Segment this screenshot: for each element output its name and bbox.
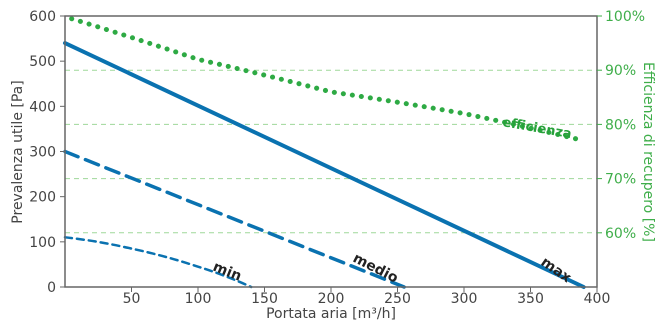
ticks: 50 100 150 200 250 300 350 400 0 100 200 300 400 500 6… bbox=[29, 9, 645, 307]
y2-axis-title: Efficienza di recupero [%] bbox=[640, 62, 656, 242]
y2-tick-label: 90% bbox=[605, 63, 636, 79]
series-efficienza bbox=[69, 16, 587, 144]
y-tick-label: 400 bbox=[29, 99, 56, 115]
y-tick-label: 0 bbox=[47, 280, 56, 296]
series-min bbox=[63, 236, 253, 289]
y-tick-label: 500 bbox=[29, 54, 56, 70]
x-tick-label: 100 bbox=[185, 291, 212, 307]
x-tick-label: 250 bbox=[384, 291, 411, 307]
y-tick-label: 300 bbox=[29, 145, 56, 161]
x-axis-title: Portata aria [m³/h] bbox=[266, 306, 396, 322]
series-medio bbox=[63, 149, 406, 289]
y2-tick-label: 60% bbox=[605, 226, 636, 242]
x-tick-label: 150 bbox=[251, 291, 278, 307]
y-axis-title: Prevalenza utile [Pa] bbox=[10, 80, 26, 223]
y-tick-label: 100 bbox=[29, 235, 56, 251]
plot-frame bbox=[64, 15, 598, 288]
curves bbox=[63, 16, 587, 289]
series-max bbox=[63, 41, 586, 289]
label-efficienza: efficienza bbox=[501, 115, 572, 142]
y2-tick-label: 70% bbox=[605, 172, 636, 188]
x-tick-label: 200 bbox=[318, 291, 345, 307]
y-tick-label: 600 bbox=[29, 9, 56, 25]
x-tick-label: 300 bbox=[451, 291, 478, 307]
x-tick-label: 400 bbox=[584, 291, 611, 307]
y2-tick-label: 100% bbox=[605, 9, 645, 25]
x-tick-label: 350 bbox=[517, 291, 544, 307]
x-tick-label: 50 bbox=[123, 291, 141, 307]
y-tick-label: 200 bbox=[29, 190, 56, 206]
y2-tick-label: 80% bbox=[605, 117, 636, 133]
label-min: min bbox=[211, 259, 244, 285]
